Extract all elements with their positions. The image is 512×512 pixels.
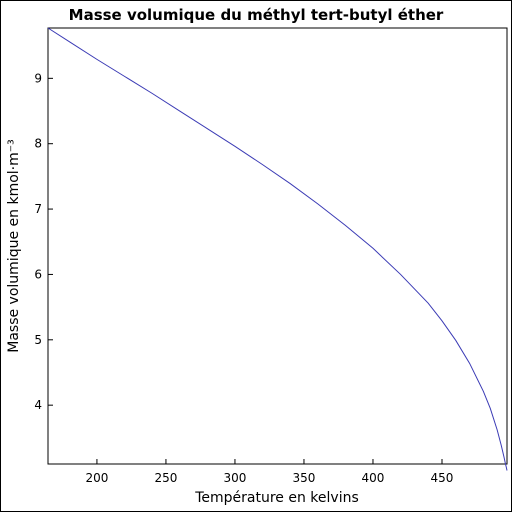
y-tick-label: 5 (34, 333, 42, 347)
y-axis: 4 5 6 7 8 9 (34, 71, 53, 412)
x-tick-label: 300 (224, 471, 247, 485)
x-tick-label: 200 (85, 471, 108, 485)
series-line (47, 27, 508, 471)
x-tick-label: 400 (362, 471, 385, 485)
plot-area (47, 27, 508, 465)
y-tick-label: 4 (34, 398, 42, 412)
y-axis-label: Masse volumique en kmol·m⁻³ (6, 139, 22, 353)
y-tick-label: 6 (34, 267, 42, 281)
y-tick-label: 9 (34, 71, 42, 85)
x-tick-label: 450 (431, 471, 454, 485)
x-tick-label: 250 (154, 471, 177, 485)
x-axis: 200 250 300 350 400 450 (85, 459, 453, 485)
chart-title: Masse volumique du méthyl tert-butyl éth… (69, 6, 444, 24)
x-tick-label: 350 (293, 471, 316, 485)
y-tick-label: 8 (34, 137, 42, 151)
y-tick-label: 7 (34, 202, 42, 216)
x-axis-label: Température en kelvins (194, 490, 359, 506)
